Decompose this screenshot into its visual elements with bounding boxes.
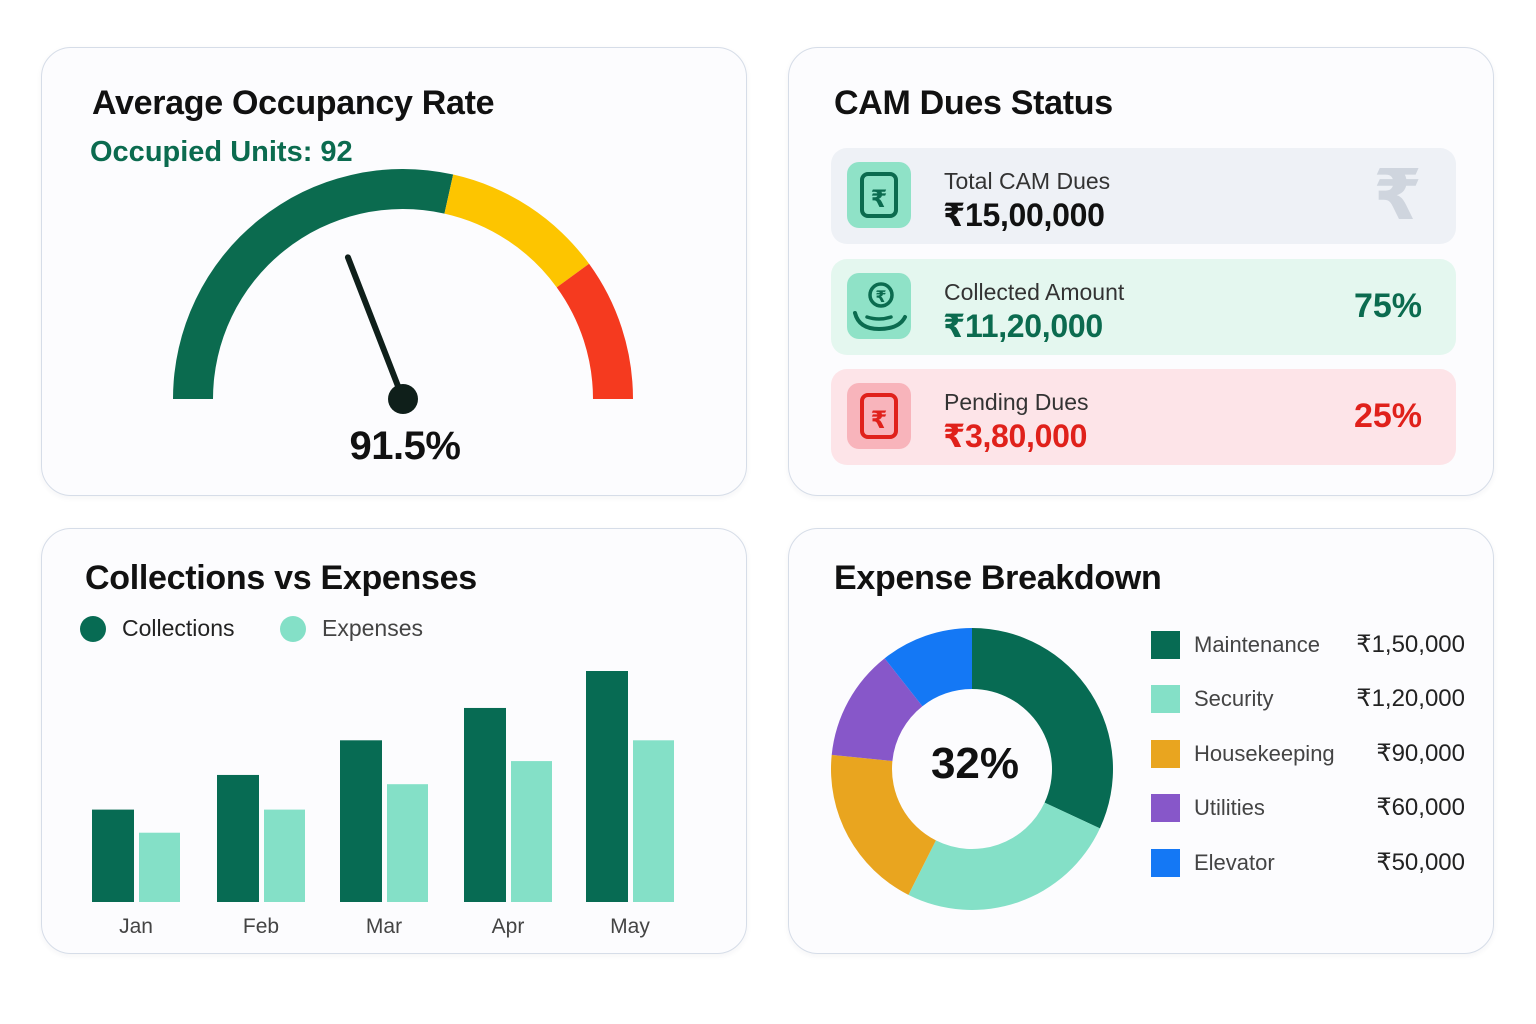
bar-collections-feb xyxy=(217,774,259,902)
total-cam-dues-label: Total CAM Dues xyxy=(944,168,1111,194)
expense-label: Housekeeping xyxy=(1194,741,1335,766)
legend-collections[interactable]: Collections xyxy=(80,615,235,642)
rupee-coin-hand-icon: ₹ xyxy=(847,273,911,339)
bar-expenses-feb xyxy=(264,809,305,902)
x-tick-label: May xyxy=(610,915,650,938)
cam-dues-card: CAM Dues Status ₹ Total CAM Dues ₹15,00,… xyxy=(788,47,1494,496)
donut-slice-security xyxy=(908,802,1100,910)
gauge-needle-hub xyxy=(388,384,418,414)
donut-slice-maintenance xyxy=(972,628,1113,829)
expense-item-elevator[interactable]: Elevator ₹50,000 xyxy=(1151,848,1471,878)
gauge-needle xyxy=(344,254,406,402)
gauge-band-2 xyxy=(556,263,633,399)
expense-label: Maintenance xyxy=(1194,632,1320,657)
x-tick-label: Feb xyxy=(243,915,279,938)
expense-breakdown-card: Expense Breakdown 32% Maintenance ₹1,50,… xyxy=(788,528,1494,954)
expense-label: Elevator xyxy=(1194,850,1275,875)
gauge-band-0 xyxy=(173,169,454,399)
expense-swatch xyxy=(1151,631,1180,659)
occupancy-value: 91.5% xyxy=(349,424,461,468)
bar-collections-apr xyxy=(464,707,506,902)
expense-donut-chart xyxy=(831,628,1113,910)
donut-slice-elevator xyxy=(884,628,972,707)
expense-item-utilities[interactable]: Utilities ₹60,000 xyxy=(1151,793,1471,823)
donut-center-label: 32% xyxy=(930,739,1020,788)
pending-dues-row[interactable]: ₹ Pending Dues ₹3,80,000 25% xyxy=(831,369,1456,465)
collected-amount-value: ₹11,20,000 xyxy=(943,308,1103,344)
bar-collections-jan xyxy=(92,809,134,902)
rupee-watermark-icon: ₹ xyxy=(1373,156,1422,234)
legend-collections-label: Collections xyxy=(122,615,235,641)
occupied-units-label: Occupied Units: 92 xyxy=(90,136,353,168)
expense-amount: ₹90,000 xyxy=(1376,740,1465,767)
donut-slice-utilities xyxy=(831,658,923,761)
expense-swatch xyxy=(1151,849,1180,877)
legend-expenses-label: Expenses xyxy=(322,615,424,641)
expense-swatch xyxy=(1151,794,1180,822)
expense-item-housekeeping[interactable]: Housekeeping ₹90,000 xyxy=(1151,739,1471,769)
collected-percentage: 75% xyxy=(1353,287,1422,325)
x-tick-label: Jan xyxy=(119,915,153,938)
expense-amount: ₹1,20,000 xyxy=(1356,685,1465,712)
svg-text:₹: ₹ xyxy=(875,287,886,306)
bar-expenses-apr xyxy=(511,761,552,902)
expense-amount: ₹50,000 xyxy=(1376,849,1465,876)
donut-slice-housekeeping xyxy=(831,754,936,895)
total-cam-dues-row[interactable]: ₹ Total CAM Dues ₹15,00,000 ₹ xyxy=(831,148,1456,244)
occupancy-card: Average Occupancy Rate Occupied Units: 9… xyxy=(41,47,747,496)
pending-dues-amount: ₹3,80,000 xyxy=(943,418,1088,454)
gauge-band-1 xyxy=(444,174,590,288)
collections-expenses-card: Collections vs Expenses Collections Expe… xyxy=(41,528,747,954)
cam-dues-title: CAM Dues Status xyxy=(834,84,1113,122)
legend-collections-swatch xyxy=(80,615,106,642)
collections-expenses-bar-chart: Jan Feb Mar Apr May xyxy=(92,671,674,938)
x-tick-label: Mar xyxy=(366,915,402,938)
expense-label: Security xyxy=(1194,686,1274,711)
legend-expenses[interactable]: Expenses xyxy=(280,615,423,642)
bar-expenses-mar xyxy=(387,784,428,902)
expense-swatch xyxy=(1151,685,1180,713)
expense-item-security[interactable]: Security ₹1,20,000 xyxy=(1151,684,1471,714)
bar-collections-mar xyxy=(340,740,382,902)
occupancy-title: Average Occupancy Rate xyxy=(92,84,495,122)
svg-text:₹: ₹ xyxy=(871,406,888,434)
expense-amount: ₹60,000 xyxy=(1376,794,1465,821)
expense-item-maintenance[interactable]: Maintenance ₹1,50,000 xyxy=(1151,630,1471,660)
x-tick-label: Apr xyxy=(492,915,525,938)
collected-amount-row[interactable]: ₹ Collected Amount ₹11,20,000 75% xyxy=(831,259,1456,355)
rupee-receipt-icon: ₹ xyxy=(847,383,911,449)
total-cam-dues-amount: ₹15,00,000 xyxy=(943,197,1105,233)
bar-collections-may xyxy=(586,671,628,902)
pending-dues-label: Pending Dues xyxy=(944,389,1089,415)
svg-text:₹: ₹ xyxy=(871,185,888,213)
expense-label: Utilities xyxy=(1194,795,1265,820)
expense-amount: ₹1,50,000 xyxy=(1356,631,1465,658)
bar-expenses-may xyxy=(633,740,674,902)
expense-swatch xyxy=(1151,740,1180,768)
collections-expenses-title: Collections vs Expenses xyxy=(85,559,477,597)
rupee-receipt-icon: ₹ xyxy=(847,162,911,228)
bar-expenses-jan xyxy=(139,832,180,902)
pending-percentage: 25% xyxy=(1353,397,1422,435)
occupancy-gauge xyxy=(173,169,633,414)
expense-breakdown-title: Expense Breakdown xyxy=(834,559,1162,597)
legend-expenses-swatch xyxy=(280,615,306,642)
collected-amount-label: Collected Amount xyxy=(944,279,1125,305)
